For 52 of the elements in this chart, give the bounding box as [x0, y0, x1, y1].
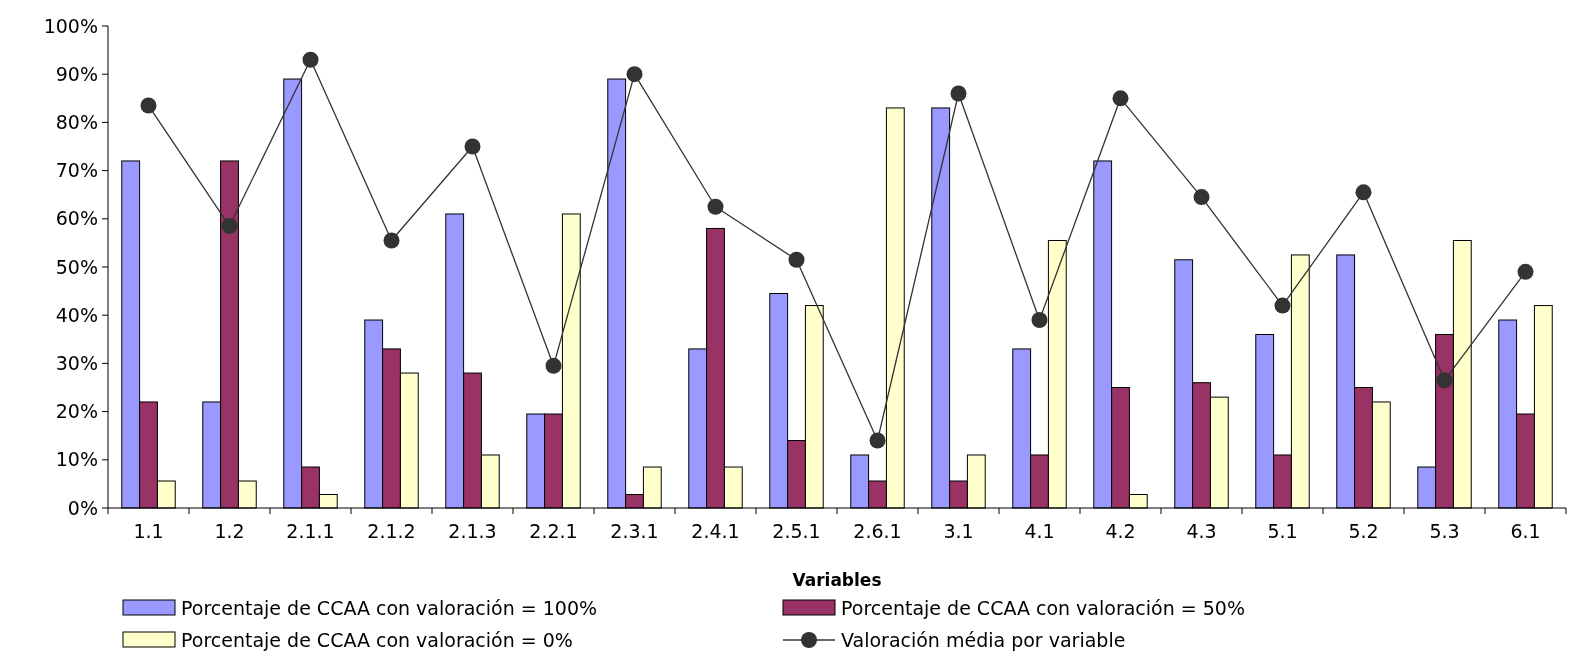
y-tick-label: 40% — [55, 303, 98, 326]
x-tick-label: 2.1.3 — [448, 520, 497, 542]
x-tick-label: 5.1 — [1267, 520, 1298, 542]
legend-label: Valoración média por variable — [841, 628, 1126, 651]
y-tick-label: 10% — [55, 448, 98, 471]
point — [950, 85, 967, 102]
point — [707, 198, 724, 215]
point — [1436, 372, 1453, 389]
y-tick-label: 70% — [55, 159, 98, 182]
y-tick-label: 60% — [55, 207, 98, 230]
y-tick-label: 100% — [43, 14, 98, 37]
x-tick-label: 2.4.1 — [691, 520, 740, 542]
x-tick-label: 6.1 — [1510, 520, 1541, 542]
point — [140, 97, 157, 114]
x-tick-label: 5.3 — [1429, 520, 1460, 542]
x-axis-title: Variables — [792, 570, 882, 590]
point — [869, 432, 886, 449]
y-tick-label: 0% — [67, 496, 98, 519]
legend-label: Porcentaje de CCAA con valoración = 50% — [841, 596, 1245, 619]
point — [1517, 263, 1534, 280]
y-tick-label: 50% — [55, 255, 98, 278]
point — [1193, 189, 1210, 206]
x-tick-label: 2.3.1 — [610, 520, 659, 542]
x-tick-label: 5.2 — [1348, 520, 1379, 542]
x-tick-label: 3.1 — [943, 520, 974, 542]
point — [1112, 90, 1129, 107]
y-tick-label: 90% — [55, 62, 98, 85]
point — [626, 66, 643, 83]
x-tick-label: 2.6.1 — [853, 520, 902, 542]
y-tick-label: 20% — [55, 400, 98, 423]
point — [545, 357, 562, 374]
legend-label: Porcentaje de CCAA con valoración = 100% — [181, 596, 598, 619]
point — [1274, 297, 1291, 314]
x-tick-label: 2.2.1 — [529, 520, 578, 542]
x-tick-label: 2.1.2 — [367, 520, 416, 542]
x-tick-label: 4.1 — [1024, 520, 1055, 542]
legend-label: Porcentaje de CCAA con valoración = 0% — [181, 628, 573, 651]
point — [221, 218, 238, 235]
y-tick-label: 80% — [55, 111, 98, 134]
point — [383, 232, 400, 249]
x-tick-label: 2.5.1 — [772, 520, 821, 542]
point — [302, 51, 319, 68]
point — [464, 138, 481, 155]
point — [1355, 184, 1372, 201]
x-tick-label: 2.1.1 — [286, 520, 335, 542]
x-tick-label: 1.1 — [133, 520, 164, 542]
point — [1031, 312, 1048, 329]
point — [788, 251, 805, 268]
x-tick-label: 4.3 — [1186, 520, 1217, 542]
x-tick-label: 4.2 — [1105, 520, 1136, 542]
y-tick-label: 30% — [55, 352, 98, 375]
x-tick-label: 1.2 — [214, 520, 245, 542]
